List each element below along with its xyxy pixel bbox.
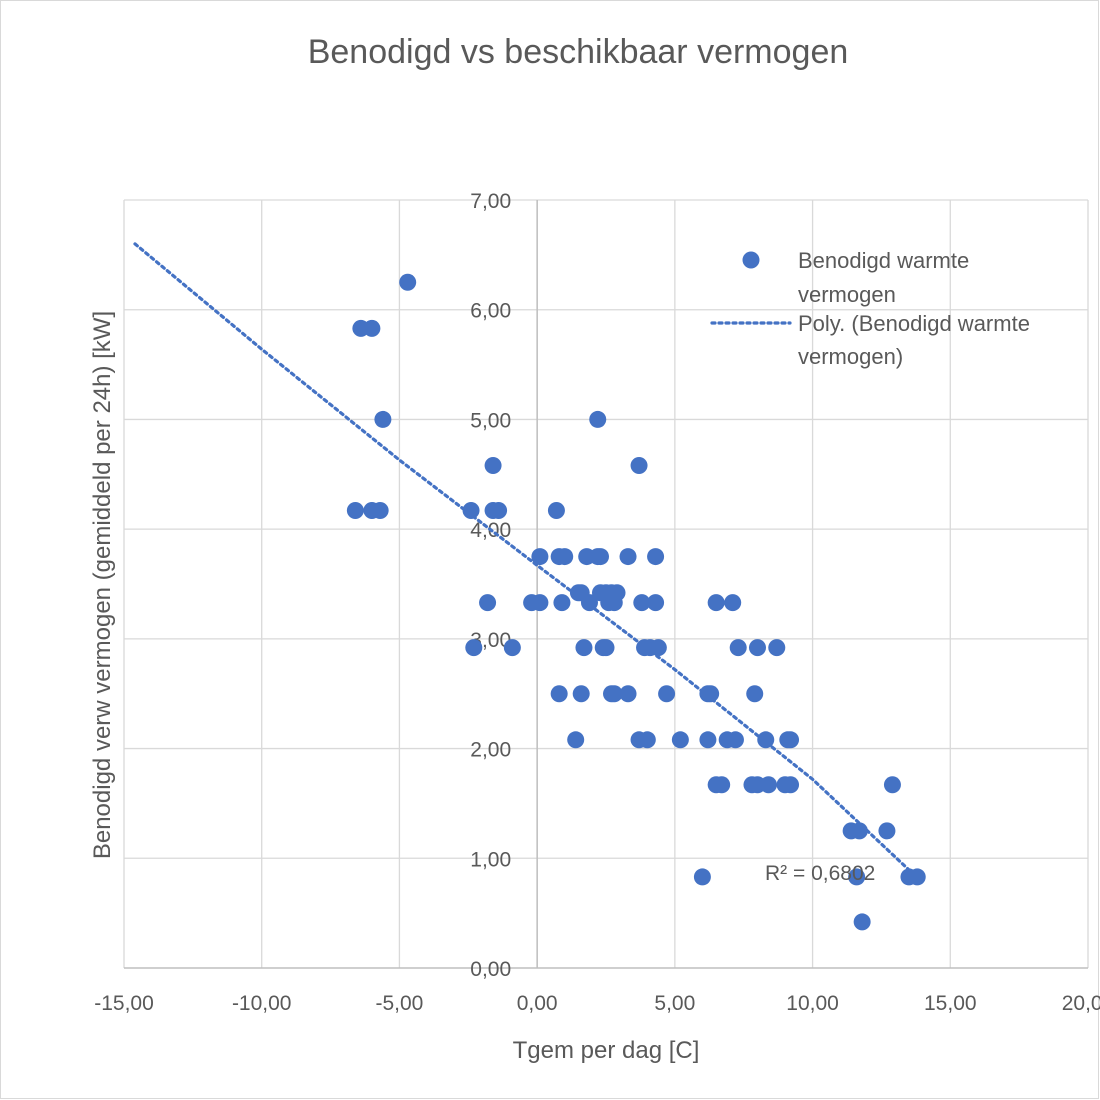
data-point: [729, 639, 747, 657]
data-point: [619, 548, 637, 566]
legend-label: vermogen: [798, 282, 896, 307]
y-tick-label: 0,00: [470, 958, 511, 981]
data-point: [619, 685, 637, 703]
data-point: [782, 731, 800, 749]
legend-label: vermogen): [798, 344, 903, 369]
data-point: [693, 868, 711, 886]
data-point: [567, 731, 585, 749]
y-axis-title: Benodigd verw vermogen (gemiddeld per 24…: [89, 311, 116, 859]
x-tick-label: 5,00: [654, 992, 695, 1015]
data-point: [465, 639, 483, 657]
data-point: [638, 731, 656, 749]
data-point: [658, 685, 676, 703]
data-point: [597, 639, 615, 657]
trendline: [133, 242, 914, 875]
data-point: [479, 594, 497, 612]
data-point: [547, 501, 565, 519]
data-point: [605, 594, 623, 612]
data-point: [531, 594, 549, 612]
data-point: [580, 594, 598, 612]
data-point: [726, 731, 744, 749]
data-point: [671, 731, 689, 749]
data-point: [757, 731, 775, 749]
data-point: [699, 731, 717, 749]
data-point: [748, 639, 766, 657]
data-point: [647, 548, 665, 566]
data-point: [848, 868, 866, 886]
y-tick-label: 6,00: [470, 300, 511, 323]
data-point: [374, 410, 392, 428]
x-tick-label: 10,00: [786, 992, 839, 1015]
data-point: [556, 548, 574, 566]
legend-label: Benodigd warmte: [798, 248, 969, 273]
data-point: [553, 594, 571, 612]
data-point: [853, 913, 871, 931]
gridlines: [123, 199, 1089, 968]
data-point: [605, 685, 623, 703]
data-point: [591, 548, 609, 566]
data-point: [490, 501, 508, 519]
data-point: [908, 868, 926, 886]
data-point: [531, 548, 549, 566]
data-point: [850, 822, 868, 840]
data-point: [589, 410, 607, 428]
x-tick-label: 0,00: [517, 992, 558, 1015]
data-point: [462, 501, 480, 519]
x-tick-label: -5,00: [375, 992, 423, 1015]
legend: Benodigd warmte vermogen Poly. (Benodigd w…: [710, 248, 1030, 369]
data-point: [484, 457, 502, 475]
y-tick-label: 5,00: [470, 409, 511, 432]
data-point: [371, 501, 389, 519]
data-point: [746, 685, 764, 703]
r-squared-label: R² = 0,6802: [765, 862, 875, 885]
x-tick-label: 20,00: [1062, 992, 1100, 1015]
y-tick-label: 2,00: [470, 739, 511, 762]
data-point: [782, 776, 800, 794]
data-point: [713, 776, 731, 794]
data-point: [878, 822, 896, 840]
data-point: [363, 319, 381, 337]
data-point: [630, 457, 648, 475]
data-point: [550, 685, 568, 703]
data-point: [503, 639, 521, 657]
x-tick-label: -10,00: [232, 992, 292, 1015]
data-point: [768, 639, 786, 657]
data-point: [346, 501, 364, 519]
chart-title: Benodigd vs beschikbaar vermogen: [308, 33, 849, 71]
x-tick-label: 15,00: [924, 992, 977, 1015]
data-point: [399, 273, 417, 291]
y-tick-label: 7,00: [470, 190, 511, 213]
axes: [124, 200, 1088, 969]
legend-marker: [742, 251, 760, 269]
data-point: [575, 639, 593, 657]
data-point: [724, 594, 742, 612]
data-point: [649, 639, 667, 657]
data-point: [633, 594, 651, 612]
data-points: [346, 273, 926, 931]
data-point: [647, 594, 665, 612]
data-point: [572, 685, 590, 703]
x-axis-title: Tgem per dag [C]: [513, 1037, 700, 1064]
legend-label: Poly. (Benodigd warmte: [798, 311, 1030, 336]
y-tick-label: 1,00: [470, 848, 511, 871]
x-tick-label: -15,00: [94, 992, 154, 1015]
data-point: [760, 776, 778, 794]
data-point: [702, 685, 720, 703]
data-point: [707, 594, 725, 612]
data-point: [883, 776, 901, 794]
tick-labels: -15,00 -10,00 -5,00 0,00 5,00 10,00 15,00 20,0 0…: [94, 190, 1100, 1015]
